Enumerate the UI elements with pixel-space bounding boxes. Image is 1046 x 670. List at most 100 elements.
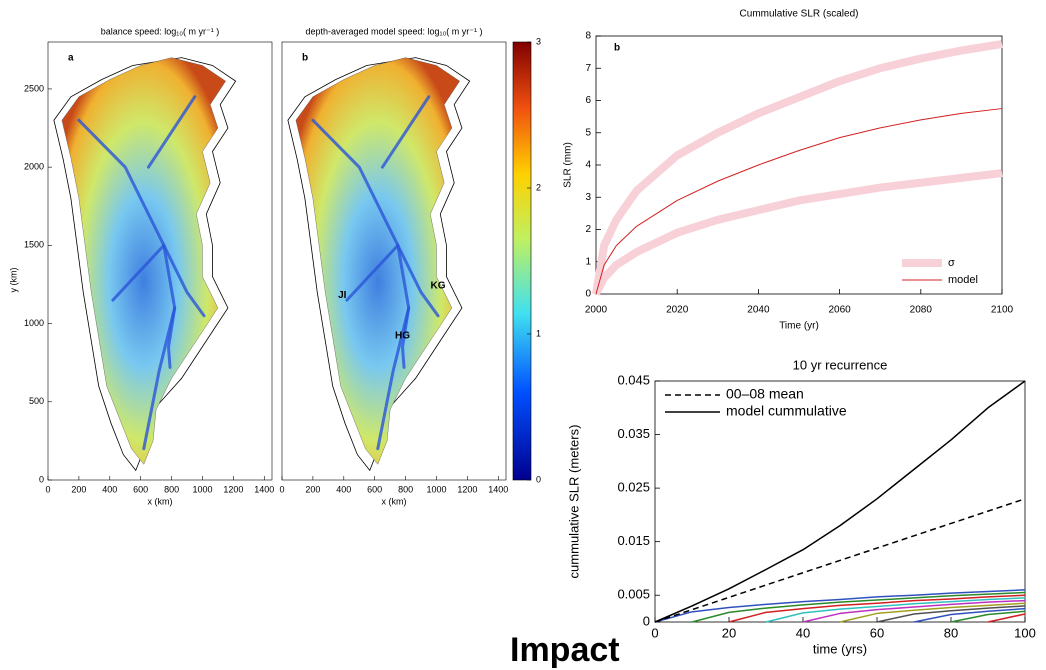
data-line	[654, 589, 1026, 623]
y-axis-label: y (km)	[8, 268, 18, 293]
y-tick-label: 0.005	[617, 587, 650, 602]
x-tick-label: 1000	[192, 484, 212, 494]
x-tick-label: 600	[367, 484, 382, 494]
x-tick-label: 0	[651, 625, 658, 640]
map-title: balance speed: log₁₀( m yr⁻¹ )	[101, 26, 220, 36]
y-tick-label: 500	[29, 396, 44, 406]
data-line	[691, 591, 1026, 623]
data-line	[765, 597, 1026, 623]
y-tick-label: 0.035	[617, 426, 650, 441]
plot-frame	[595, 35, 1003, 295]
data-line	[592, 40, 1003, 295]
y-tick-label: 0	[585, 289, 591, 300]
ice-stream	[380, 95, 431, 169]
x-tick-label: 200	[305, 484, 320, 494]
ice-stream	[396, 243, 440, 318]
colorbar-tick-label: 0	[536, 474, 541, 484]
x-tick-label: 400	[102, 484, 117, 494]
data-line	[913, 607, 1026, 623]
data-line	[876, 605, 1026, 623]
x-tick-label: 20	[722, 625, 736, 640]
y-tick-label: 0	[39, 474, 44, 484]
x-tick-label: 2020	[666, 305, 689, 316]
x-tick-label: 1000	[426, 484, 446, 494]
ice-stream	[77, 118, 177, 451]
plot-lines	[654, 380, 1026, 623]
x-tick-label: 0	[45, 484, 50, 494]
y-axis-label: SLR (mm)	[563, 142, 574, 188]
data-line	[654, 498, 1026, 623]
y-tick-label: 2000	[24, 162, 44, 172]
x-axis-label: Time (yr)	[779, 321, 819, 332]
panel-label: a	[68, 53, 74, 64]
map-annotation: JI	[338, 290, 347, 301]
y-tick-label: 1	[585, 256, 591, 267]
colorbar-tick-label: 2	[536, 182, 541, 192]
x-tick-label: 1200	[223, 484, 243, 494]
x-tick-label: 2080	[910, 305, 933, 316]
x-axis-label: x (km)	[148, 496, 173, 506]
ice-stream	[146, 95, 197, 169]
y-tick-label: 7	[585, 63, 591, 74]
legend-label: model cummulative	[726, 403, 847, 419]
x-tick-label: 1200	[457, 484, 477, 494]
y-tick-label: 2500	[24, 83, 44, 93]
x-tick-label: 2000	[585, 305, 608, 316]
x-tick-label: 200	[71, 484, 86, 494]
ice-stream	[345, 243, 400, 302]
ice-stream	[162, 243, 206, 318]
data-line	[728, 594, 1026, 623]
x-tick-label: 100	[1014, 625, 1036, 640]
data-line	[802, 599, 1026, 623]
data-line	[839, 602, 1026, 623]
x-tick-label: 40	[796, 625, 810, 640]
x-axis-label: time (yrs)	[813, 641, 867, 656]
x-tick-label: 1400	[254, 484, 274, 494]
ice-stream	[311, 118, 411, 451]
y-tick-label: 4	[585, 160, 591, 171]
y-axis-label: cummulative SLR (meters)	[566, 425, 581, 579]
y-tick-label: 2	[585, 224, 591, 235]
ice-sheet	[61, 57, 226, 465]
colorbar-tick-label: 1	[536, 328, 541, 338]
y-tick-label: 6	[585, 95, 591, 106]
legend-label: σ	[948, 257, 955, 269]
x-tick-label: 600	[133, 484, 148, 494]
y-tick-label: 3	[585, 192, 591, 203]
y-tick-label: 5	[585, 127, 591, 138]
data-line	[950, 610, 1026, 623]
legend-label: 00–08 mean	[726, 386, 804, 402]
data-line	[592, 169, 1003, 296]
data-line	[654, 380, 1026, 623]
chart-title: Cummulative SLR (scaled)	[740, 9, 859, 20]
map-annotation: KG	[431, 281, 446, 292]
x-tick-label: 60	[870, 625, 884, 640]
data-line	[987, 613, 1026, 623]
chart-title: 10 yr recurrence	[793, 357, 888, 372]
y-tick-label: 0.025	[617, 480, 650, 495]
ice-stream	[400, 306, 411, 369]
ice-stream	[166, 306, 177, 369]
x-tick-label: 80	[944, 625, 958, 640]
x-tick-label: 2100	[991, 305, 1014, 316]
x-tick-label: 2060	[828, 305, 851, 316]
legend-label: model	[948, 274, 978, 286]
y-tick-label: 1500	[24, 240, 44, 250]
x-tick-label: 800	[164, 484, 179, 494]
map-annotation: HG	[395, 331, 410, 342]
footer: Impact	[510, 631, 620, 669]
map-title: depth-averaged model speed: log₁₀( m yr⁻…	[305, 26, 482, 36]
x-tick-label: 800	[398, 484, 413, 494]
panel-label: b	[614, 43, 620, 54]
x-tick-label: 1400	[488, 484, 508, 494]
map-frame	[47, 41, 273, 481]
colorbar	[512, 41, 532, 481]
plot-lines	[592, 40, 1003, 296]
panel-label: b	[302, 53, 308, 64]
x-axis-label: x (km)	[382, 496, 407, 506]
y-tick-label: 0.015	[617, 533, 650, 548]
colorbar-tick-label: 3	[536, 36, 541, 46]
y-tick-label: 8	[585, 31, 591, 42]
y-tick-label: 1000	[24, 318, 44, 328]
